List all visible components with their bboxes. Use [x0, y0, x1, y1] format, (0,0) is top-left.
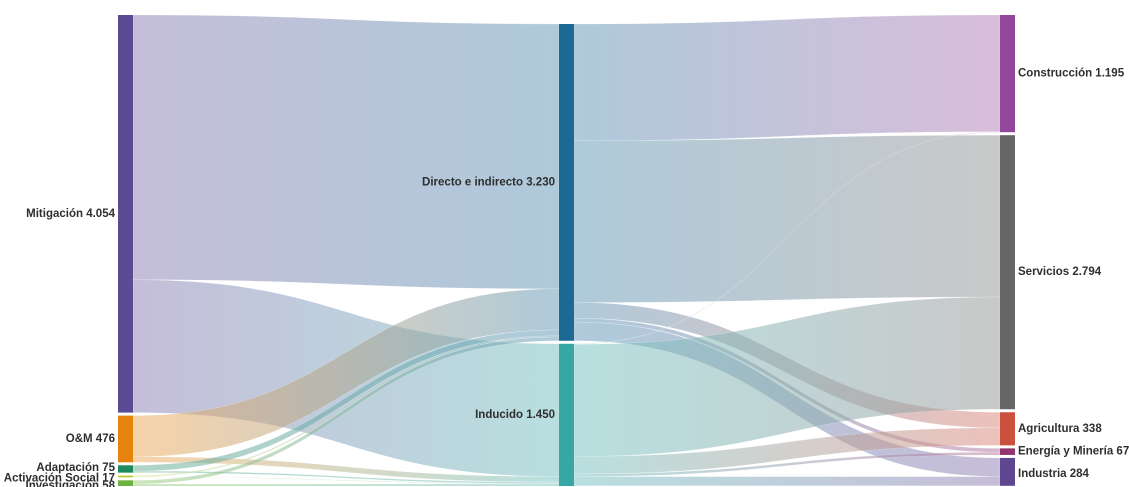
node-directo[interactable] — [559, 24, 574, 341]
node-agricultura[interactable] — [1000, 412, 1015, 446]
node-mitigacion[interactable] — [118, 15, 133, 413]
node-om[interactable] — [118, 415, 133, 463]
label-investigacion: Investigación 58 — [26, 480, 116, 487]
nodes-layer — [118, 15, 1015, 486]
node-industria[interactable] — [1000, 457, 1015, 486]
link-inducido-to-industria[interactable] — [573, 476, 1001, 487]
link-inducido-to-construccion[interactable] — [573, 131, 1001, 345]
link-directo-to-construccion[interactable] — [573, 14, 1001, 141]
link-inducido-to-servicios[interactable] — [573, 296, 1001, 457]
label-adaptacion: Adaptación 75 — [36, 462, 115, 474]
labels-layer: Mitigación 4.054 O&M 476 Adaptación 75Acti… — [4, 68, 1129, 487]
link-mitigacion-to-directo[interactable] — [132, 14, 560, 290]
node-investigacion[interactable] — [118, 480, 133, 486]
link-inducido-to-agricultura[interactable] — [573, 427, 1001, 475]
label-construccion: Construcción 1.195 — [1018, 68, 1125, 80]
label-inducido: Inducido 1.450 — [475, 409, 555, 421]
link-investigacion-to-inducido[interactable] — [132, 483, 560, 487]
label-energia: Energía y Minería 67 — [1018, 446, 1129, 458]
label-industria: Industria 284 — [1018, 468, 1090, 480]
node-activacion[interactable] — [118, 475, 133, 478]
link-directo-to-servicios[interactable] — [573, 134, 1001, 303]
label-mitigacion: Mitigación 4.054 — [26, 208, 115, 220]
node-energia[interactable] — [1000, 448, 1015, 455]
node-construccion[interactable] — [1000, 15, 1015, 133]
node-adaptacion[interactable] — [118, 465, 133, 473]
label-activacion: Activación Social 17 — [4, 473, 115, 485]
node-servicios[interactable] — [1000, 135, 1015, 410]
label-servicios: Servicios 2.794 — [1018, 266, 1102, 278]
label-directo: Directo e indirecto 3.230 — [422, 176, 555, 188]
label-agricultura: Agricultura 338 — [1018, 423, 1102, 435]
node-inducido[interactable] — [559, 343, 574, 486]
links-layer — [132, 14, 1001, 487]
label-om: O&M 476 — [66, 433, 115, 445]
